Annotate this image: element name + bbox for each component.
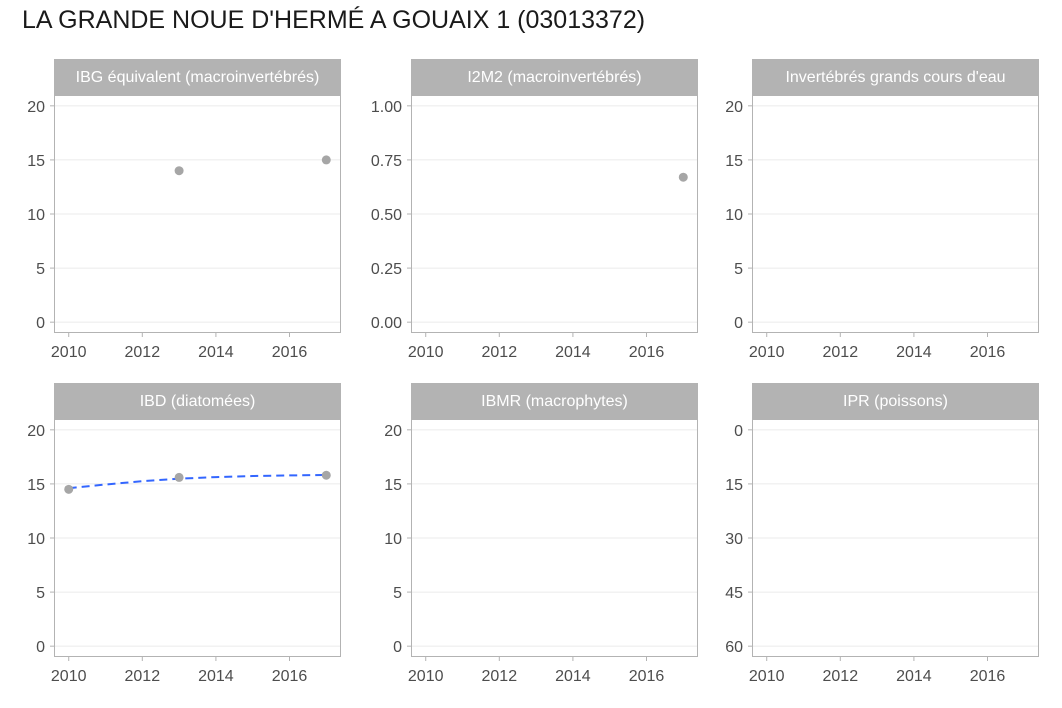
chart-panel: I2M2 (macroinvertébrés) 0.00 0.25 0.50 0.75 1… (371, 59, 698, 361)
y-tick-label: 0.75 (371, 153, 402, 170)
y-tick-label: 1.00 (371, 99, 402, 116)
x-tick-label: 2016 (272, 344, 308, 361)
y-tick-label: 15 (384, 477, 402, 494)
data-point (321, 470, 331, 480)
panel-title: IBG équivalent (macroinvertébrés) (76, 69, 320, 86)
panel-title: Invertébrés grands cours d'eau (785, 69, 1005, 86)
panel-border (411, 419, 698, 657)
data-point (64, 484, 74, 494)
panel-border (752, 95, 1039, 333)
data-point (174, 166, 184, 176)
x-tick-label: 2012 (125, 344, 161, 361)
panel-border (752, 419, 1039, 657)
x-tick-label: 2012 (482, 344, 518, 361)
y-tick-label: 15 (27, 477, 45, 494)
x-tick-label: 2012 (125, 668, 161, 685)
chart-panel: IBMR (macrophytes) 0 5 10 15 20 2010 2012 2014 20… (384, 383, 698, 685)
y-tick-label: 0 (36, 639, 45, 656)
y-tick-label: 60 (725, 639, 743, 656)
x-tick-label: 2010 (51, 668, 87, 685)
chart-panel: IPR (poissons) 0 15 30 45 60 2010 2012 2014 2016 (725, 383, 1039, 685)
y-tick-label: 5 (36, 261, 45, 278)
y-tick-label: 10 (27, 207, 45, 224)
panel-border (54, 419, 341, 657)
data-point (321, 155, 331, 165)
y-tick-label: 10 (384, 531, 402, 548)
x-tick-label: 2010 (408, 344, 444, 361)
x-tick-label: 2012 (823, 344, 859, 361)
y-tick-label: 0 (393, 639, 402, 656)
data-point (678, 172, 688, 182)
x-tick-label: 2014 (555, 344, 591, 361)
x-tick-label: 2016 (629, 668, 665, 685)
y-tick-label: 0.50 (371, 207, 402, 224)
x-tick-label: 2014 (896, 344, 932, 361)
panel-strip (54, 383, 341, 419)
panel-title: I2M2 (macroinvertébrés) (467, 69, 641, 86)
x-tick-label: 2010 (749, 344, 785, 361)
y-tick-label: 15 (27, 153, 45, 170)
chart-panel: Invertébrés grands cours d'eau 0 5 10 15 20 20… (725, 59, 1039, 361)
y-tick-label: 10 (725, 207, 743, 224)
x-tick-label: 2016 (970, 344, 1006, 361)
y-tick-label: 5 (36, 585, 45, 602)
page-title: LA GRANDE NOUE D'HERMÉ A GOUAIX 1 (03013… (22, 6, 646, 34)
x-tick-label: 2012 (482, 668, 518, 685)
y-tick-label: 20 (384, 423, 402, 440)
y-tick-label: 0 (36, 315, 45, 332)
panel-strip (54, 59, 341, 95)
y-tick-label: 15 (725, 477, 743, 494)
panel-border (54, 95, 341, 333)
y-tick-label: 0.25 (371, 261, 402, 278)
panel-strip (752, 383, 1039, 419)
panel-border (411, 95, 698, 333)
y-tick-label: 20 (27, 99, 45, 116)
y-tick-label: 0 (734, 315, 743, 332)
x-tick-label: 2012 (823, 668, 859, 685)
y-tick-label: 0 (734, 423, 743, 440)
panel-title: IPR (poissons) (843, 393, 948, 410)
y-tick-label: 10 (27, 531, 45, 548)
chart-panel: IBD (diatomées) 0 5 10 15 20 2010 2012 2014 2016 (27, 383, 341, 685)
x-tick-label: 2010 (51, 344, 87, 361)
trend-line (68, 474, 327, 490)
x-tick-label: 2014 (555, 668, 591, 685)
panel-title: IBMR (macrophytes) (481, 393, 628, 410)
y-tick-label: 20 (27, 423, 45, 440)
panel-strip (752, 59, 1039, 95)
x-tick-label: 2014 (198, 344, 234, 361)
y-tick-label: 30 (725, 531, 743, 548)
y-tick-label: 45 (725, 585, 743, 602)
data-point (174, 472, 184, 482)
x-tick-label: 2010 (408, 668, 444, 685)
y-tick-label: 5 (734, 261, 743, 278)
panel-title: IBD (diatomées) (140, 393, 256, 410)
y-tick-label: 0.00 (371, 315, 402, 332)
panel-strip (411, 383, 698, 419)
x-tick-label: 2010 (749, 668, 785, 685)
x-tick-label: 2016 (629, 344, 665, 361)
y-tick-label: 15 (725, 153, 743, 170)
chart-panel: IBG équivalent (macroinvertébrés) 0 5 10 15 2… (27, 59, 341, 361)
y-tick-label: 5 (393, 585, 402, 602)
y-tick-label: 20 (725, 99, 743, 116)
x-tick-label: 2014 (896, 668, 932, 685)
x-tick-label: 2016 (272, 668, 308, 685)
x-tick-label: 2016 (970, 668, 1006, 685)
panel-strip (411, 59, 698, 95)
x-tick-label: 2014 (198, 668, 234, 685)
